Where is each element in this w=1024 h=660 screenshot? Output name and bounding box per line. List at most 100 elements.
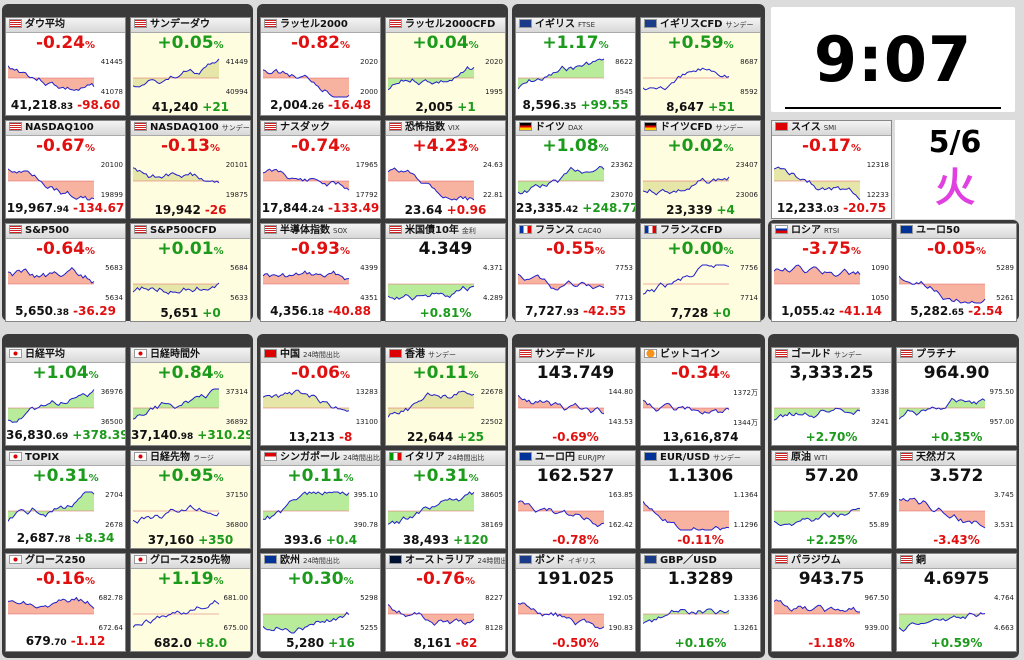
ticker-tile-usdjpy-sun[interactable]: サンデードル 143.749 144.80 143.53 -0.69%	[515, 347, 636, 446]
axis-label: 36800	[225, 521, 248, 529]
ticker-tile-sunday-dow[interactable]: サンデーダウ +0.05% 41449 40994 41,240 +21	[130, 17, 251, 116]
chart-line	[774, 507, 861, 527]
ticker-tile-singapore[interactable]: シンガポール 24時間出比 +0.11% 395.10 390.78 393.6 +0.4	[260, 450, 381, 549]
ticker-header: EUR/USD サンデー	[641, 451, 760, 466]
ticker-tile-euro50[interactable]: ユーロ50 -0.05% 5289 5261 5,282.65 -2.54	[896, 223, 1017, 322]
ticker-tile-sp500[interactable]: S&P500 -0.64% 5683 5634 5,650.38 -36.29	[5, 223, 126, 322]
ticker-tile-natgas[interactable]: 天然ガス 3.572 3.745 3.531 -3.43%	[896, 450, 1017, 549]
ticker-header: ドイツCFD サンデー	[641, 121, 760, 136]
chart-area	[263, 492, 349, 520]
ticker-tile-growth250[interactable]: グロース250 -0.16% 682.78 672.64 679.70 -1.12	[5, 553, 126, 652]
ticker-tile-bitcoin[interactable]: ビットコイン -0.34% 1372万 1344万 13,616,874	[640, 347, 761, 446]
ticker-tile-gbpusd[interactable]: GBP／USD 1.3289 1.3336 1.3261 +0.16%	[640, 553, 761, 652]
ticker-price-fraction: .78	[54, 535, 71, 545]
axis-label: 2000	[360, 88, 378, 96]
flag-icon	[389, 349, 402, 358]
ticker-header: GBP／USD	[641, 554, 760, 569]
ticker-tile-vix[interactable]: 恐怖指数 VIX +4.23% 24.63 22.81 23.64 +0.96	[385, 120, 506, 219]
ticker-price: 13,616,874	[662, 430, 739, 444]
ticker-tile-germany-cfd[interactable]: ドイツCFD サンデー +0.02% 23407 23006 23,339 +4	[640, 120, 761, 219]
ticker-tile-eurjpy[interactable]: ユーロ円 EUR/JPY 162.527 163.85 162.42 -0.78%	[515, 450, 636, 549]
ticker-tile-topix[interactable]: TOPIX +0.31% 2704 2678 2,687.78 +8.34	[5, 450, 126, 549]
ticker-tile-dow[interactable]: ダウ平均 -0.24% 41445 41078 41,218.83 -98.60	[5, 17, 126, 116]
percent-unit: %	[213, 246, 224, 257]
flag-icon	[134, 19, 147, 28]
percent-unit: %	[339, 40, 351, 51]
percent-value: +0.01	[157, 239, 214, 259]
ticker-tile-nikkei-night[interactable]: 日経時間外 +0.84% 37314 36892 37,140.98 +310.29	[130, 347, 251, 446]
ticker-tile-europe[interactable]: 欧州 24時間出比 +0.30% 5298 5255 5,280 +16	[260, 553, 381, 652]
ticker-tile-nasdaq100[interactable]: NASDAQ100 -0.67% 20100 19899 19,967.94 -134.6…	[5, 120, 126, 219]
ticker-tile-nasdaq[interactable]: ナスダック -0.74% 17965 17792 17,844.24 -133.49	[260, 120, 381, 219]
ticker-name: ドイツ	[535, 122, 565, 133]
axis-label: 8227	[485, 594, 503, 602]
ticker-tile-russell[interactable]: ラッセル2000 -0.82% 2020 2000 2,004.26 -16.48	[260, 17, 381, 116]
ticker-bottom: 2,687.78 +8.34	[6, 531, 125, 547]
ticker-name: グロース250	[25, 555, 86, 566]
ticker-sub: SOX	[333, 227, 348, 235]
ticker-header: ドイツ DAX	[516, 121, 635, 136]
ticker-bottom: 1,055.42 -41.14	[772, 304, 891, 320]
ticker-name: ラッセル2000	[280, 19, 348, 30]
ticker-tile-wti[interactable]: 原油 WTI 57.20 57.69 55.89 +2.25%	[771, 450, 892, 549]
ticker-tile-italy[interactable]: イタリア 24時間出比 +0.31% 38605 38169 38,493 +120	[385, 450, 506, 549]
ticker-tile-france-cfd[interactable]: フランスCFD +0.00% 7756 7714 7,728 +0	[640, 223, 761, 322]
ticker-tile-platinum[interactable]: プラチナ 964.90 975.50 957.00 +0.35%	[896, 347, 1017, 446]
flag-icon	[644, 555, 657, 564]
ticker-tile-nikkei-futures[interactable]: 日経先物 ラージ +0.95% 37150 36800 37,160 +350	[130, 450, 251, 549]
ticker-change-percent: -0.50%	[552, 636, 599, 650]
chart-line	[263, 270, 350, 281]
percent-value: -0.74	[290, 136, 340, 156]
chart-line	[388, 604, 475, 626]
ticker-name: 米国債10年	[405, 225, 459, 236]
percent-unit: %	[213, 473, 224, 484]
chart-line	[899, 397, 986, 420]
ticker-tile-switzerland[interactable]: スイス SMI -0.17% 12318 12233 12,233.03 -20.75	[771, 120, 892, 219]
ticker-tile-us10y[interactable]: 米国債10年 金利 4.349 4.371 4.289 +0.81%	[385, 223, 506, 322]
ticker-change: +8.0	[195, 636, 228, 650]
ticker-name: プラチナ	[916, 349, 956, 360]
ticker-tile-gbpjpy[interactable]: ポンド イギリス 191.025 192.05 190.83 -0.50%	[515, 553, 636, 652]
axis-label: 41078	[100, 88, 123, 96]
ticker-tile-russia[interactable]: ロシア RTSI -3.75% 1090 1050 1,055.42 -41.14	[771, 223, 892, 322]
ticker-tile-hongkong[interactable]: 香港 サンデー +0.11% 22678 22502 22,644 +25	[385, 347, 506, 446]
ticker-tile-palladium[interactable]: パラジウム 943.75 967.50 939.00 -1.18%	[771, 553, 892, 652]
ticker-bottom: 7,727.93 -42.55	[516, 304, 635, 320]
percent-unit: %	[468, 370, 479, 381]
axis-label: 8545	[615, 88, 633, 96]
ticker-header: オーストラリア24時間出比	[386, 554, 505, 569]
ticker-tile-eurusd[interactable]: EUR/USD サンデー 1.1306 1.1364 1.1296 -0.11%	[640, 450, 761, 549]
ticker-tile-gold[interactable]: ゴールド サンデー 3,333.25 3338 3241 +2.70%	[771, 347, 892, 446]
ticker-name: EUR/USD	[660, 452, 710, 463]
ticker-tile-china[interactable]: 中国 24時間出比 -0.06% 13283 13100 13,213 -8	[260, 347, 381, 446]
ticker-tile-sox[interactable]: 半導体指数 SOX -0.93% 4399 4351 4,356.18 -40.88	[260, 223, 381, 322]
axis-label: 23407	[735, 161, 758, 169]
ticker-tile-nasdaq100-sun[interactable]: NASDAQ100 サンデー -0.13% 20101 19875 19,942 -26	[130, 120, 251, 219]
ticker-percent: +0.95%	[131, 466, 250, 489]
ticker-price: 5,650	[15, 304, 54, 318]
ticker-price-fraction: .83	[57, 102, 74, 112]
ticker-change: -8	[338, 430, 353, 444]
ticker-header: ポンド イギリス	[516, 554, 635, 569]
ticker-tile-uk[interactable]: イギリス FTSE +1.17% 8622 8545 8,596.35 +99.55	[515, 17, 636, 116]
ticker-percent: +0.84%	[131, 363, 250, 386]
flag-icon	[9, 19, 22, 28]
mini-chart	[643, 264, 730, 295]
ticker-bottom: 38,493 +120	[386, 533, 505, 547]
ticker-tile-growth250-fut[interactable]: グロース250先物 +1.19% 681.00 675.00 682.0 +8.0	[130, 553, 251, 652]
ticker-tile-copper[interactable]: 銅 4.6975 4.764 4.663 +0.59%	[896, 553, 1017, 652]
mini-chart	[8, 389, 95, 423]
ticker-change: +21	[202, 100, 230, 114]
ticker-tile-sp500-cfd[interactable]: S&P500CFD +0.01% 5684 5633 5,651 +0	[130, 223, 251, 322]
ticker-tile-france[interactable]: フランス CAC40 -0.55% 7753 7713 7,727.93 -42.55	[515, 223, 636, 322]
ticker-change-percent: -3.43%	[933, 533, 980, 547]
ticker-tile-nikkei[interactable]: 日経平均 +1.04% 36976 36500 36,830.69 +378.39	[5, 347, 126, 446]
ticker-tile-russell-cfd[interactable]: ラッセル2000CFD +0.04% 2020 1995 2,005 +1	[385, 17, 506, 116]
chart-line	[388, 65, 475, 91]
ticker-tile-germany[interactable]: ドイツ DAX +1.08% 23362 23070 23,335.42 +248.77	[515, 120, 636, 219]
ticker-percent: +0.31%	[386, 466, 505, 489]
percent-unit: %	[468, 40, 479, 51]
ticker-tile-uk-cfd[interactable]: イギリスCFD サンデー +0.59% 8687 8592 8,647 +51	[640, 17, 761, 116]
ticker-change: +0.4	[325, 533, 358, 547]
